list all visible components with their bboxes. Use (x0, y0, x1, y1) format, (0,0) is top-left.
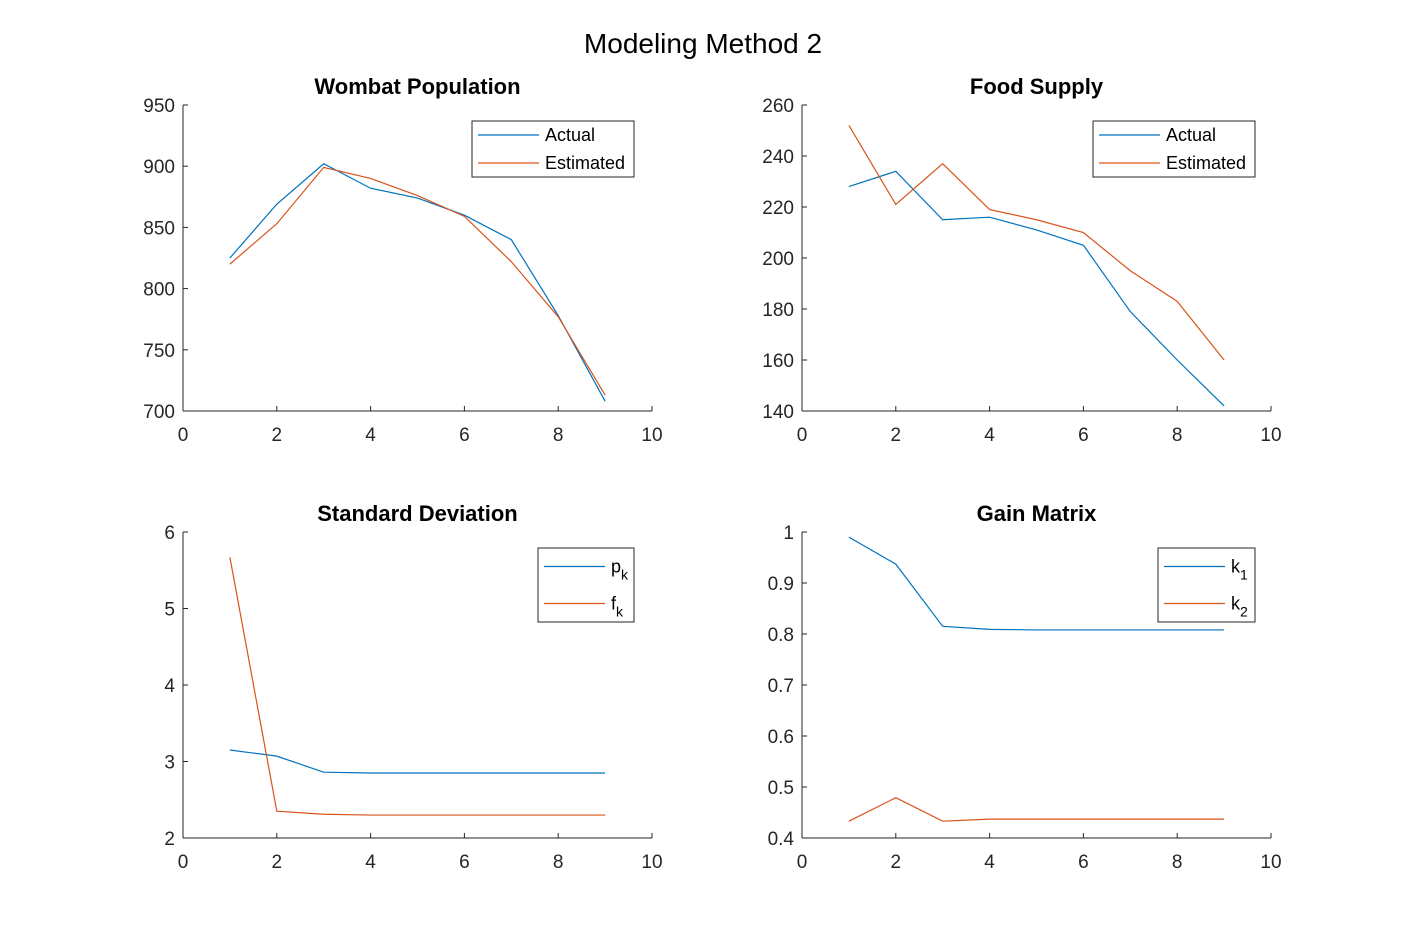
legend-box (1157, 547, 1256, 623)
x-tick-label: 4 (365, 425, 376, 446)
y-tick-label: 160 (762, 351, 794, 372)
series-line-1 (229, 749, 606, 774)
series-line-2 (229, 557, 606, 816)
y-tick-label: 0.4 (768, 829, 795, 850)
y-tick-label: 140 (762, 402, 794, 423)
y-tick-label: 0.9 (768, 574, 794, 595)
x-tick-label: 0 (797, 852, 808, 873)
subplot-title: Gain Matrix (977, 501, 1098, 526)
x-tick-label: 6 (1078, 852, 1089, 873)
y-tick-label: 220 (762, 198, 794, 219)
y-tick-label: 900 (143, 157, 175, 178)
y-tick-label: 6 (164, 523, 175, 544)
x-tick-label: 2 (272, 425, 283, 446)
x-tick-label: 6 (459, 425, 470, 446)
y-tick-label: 4 (164, 676, 175, 697)
subplot-1: Wombat Population 0 2 4 6 8 10 700 750 800 850 900 9… (143, 74, 662, 446)
y-tick-label: 260 (762, 96, 794, 117)
legend: Actual Estimated (1092, 120, 1256, 178)
x-tick-label: 4 (365, 852, 376, 873)
x-tick-label: 0 (797, 425, 808, 446)
y-tick-label: 180 (762, 300, 794, 321)
y-tick-label: 5 (164, 600, 175, 621)
y-tick-label: 0.5 (768, 778, 794, 799)
subplot-title: Food Supply (970, 74, 1104, 99)
legend-label: Actual (1166, 125, 1216, 145)
x-tick-label: 10 (641, 425, 662, 446)
subplot-title: Standard Deviation (317, 501, 517, 526)
legend-label-subscript: 1 (1240, 567, 1248, 583)
legend-label-subscript: k (616, 604, 624, 620)
series-line-1 (848, 170, 1225, 407)
x-tick-label: 6 (459, 852, 470, 873)
x-tick-label: 10 (1260, 425, 1281, 446)
x-tick-label: 8 (553, 852, 564, 873)
subplot-2: Food Supply 0 2 4 6 8 10 140 160 180 200 220 240 260 A… (762, 74, 1281, 446)
y-tick-label: 2 (164, 829, 175, 850)
x-tick-label: 4 (984, 852, 995, 873)
y-tick-label: 850 (143, 218, 175, 239)
x-tick-label: 6 (1078, 425, 1089, 446)
legend-label: Actual (545, 125, 595, 145)
series-line-1 (229, 163, 606, 402)
y-tick-label: 0.8 (768, 625, 794, 646)
legend-box (471, 120, 635, 178)
x-tick-label: 8 (1172, 425, 1183, 446)
legend-label: Estimated (1166, 153, 1246, 173)
x-tick-label: 10 (641, 852, 662, 873)
x-tick-label: 2 (891, 425, 902, 446)
subplot-title: Wombat Population (314, 74, 520, 99)
y-tick-label: 3 (164, 753, 175, 774)
series-line-2 (229, 166, 606, 396)
y-tick-label: 800 (143, 280, 175, 301)
figure-title: Modeling Method 2 (584, 28, 822, 59)
y-tick-label: 0.6 (768, 727, 794, 748)
series-line-1 (848, 536, 1225, 631)
legend-box (1092, 120, 1256, 178)
x-tick-label: 2 (891, 852, 902, 873)
y-tick-label: 950 (143, 96, 175, 117)
x-tick-label: 0 (178, 852, 189, 873)
series-line-2 (848, 125, 1225, 361)
legend-label-subscript: k (621, 567, 629, 583)
y-tick-label: 0.7 (768, 676, 794, 697)
x-tick-label: 0 (178, 425, 189, 446)
x-tick-label: 2 (272, 852, 283, 873)
x-tick-label: 4 (984, 425, 995, 446)
y-tick-label: 240 (762, 147, 794, 168)
legend-box (537, 547, 635, 623)
y-tick-label: 750 (143, 341, 175, 362)
y-tick-label: 200 (762, 249, 794, 270)
x-tick-label: 10 (1260, 852, 1281, 873)
y-tick-label: 700 (143, 402, 175, 423)
legend: Actual Estimated (471, 120, 635, 178)
series-line-2 (848, 797, 1225, 822)
legend-label-subscript: 2 (1240, 604, 1248, 620)
y-tick-label: 1 (783, 523, 794, 544)
x-tick-label: 8 (553, 425, 564, 446)
x-tick-label: 8 (1172, 852, 1183, 873)
legend-label: Estimated (545, 153, 625, 173)
